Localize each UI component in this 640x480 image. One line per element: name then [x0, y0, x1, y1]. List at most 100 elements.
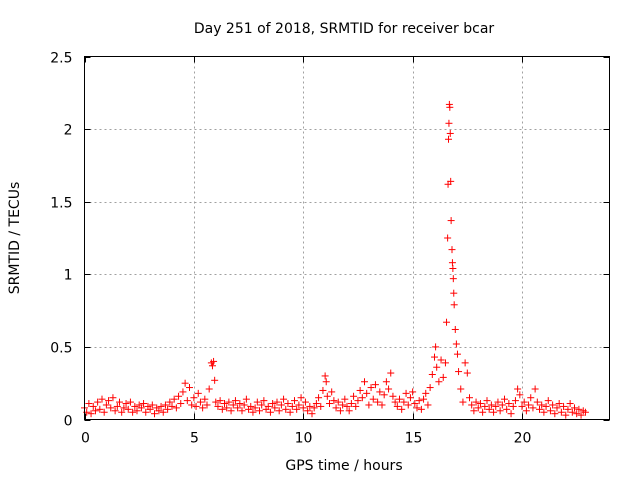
data-point	[505, 400, 513, 408]
data-point	[498, 401, 506, 409]
data-point	[369, 395, 377, 403]
y-tick-label: 0.5	[50, 341, 72, 357]
data-point	[356, 386, 364, 394]
data-point	[208, 362, 216, 370]
data-point	[445, 119, 453, 127]
data-point	[203, 401, 211, 409]
data-point	[389, 392, 397, 400]
data-point	[450, 289, 458, 297]
data-point	[446, 103, 454, 111]
data-point	[466, 394, 473, 402]
data-point	[411, 400, 419, 408]
data-point	[89, 402, 97, 410]
data-point	[291, 397, 298, 405]
data-point	[457, 385, 465, 393]
data-point	[476, 400, 484, 408]
plot-frame	[84, 56, 610, 420]
data-point	[494, 398, 502, 406]
data-point	[264, 402, 272, 410]
data-point	[256, 407, 263, 415]
data-point	[542, 402, 550, 410]
data-point	[91, 407, 99, 415]
data-point	[413, 404, 421, 412]
data-point	[310, 404, 318, 412]
data-point	[269, 400, 277, 408]
data-point	[175, 392, 183, 400]
data-point	[214, 402, 222, 410]
data-point	[260, 397, 268, 405]
data-point	[540, 408, 548, 416]
data-point	[323, 392, 331, 400]
data-point	[382, 378, 390, 386]
data-point	[240, 401, 248, 409]
data-point	[293, 405, 301, 413]
data-point	[463, 369, 471, 377]
data-point	[330, 397, 338, 405]
data-point	[445, 135, 452, 143]
data-point	[116, 398, 123, 406]
data-point	[321, 372, 329, 380]
data-point	[448, 246, 456, 254]
data-point	[288, 402, 296, 410]
data-point	[205, 385, 213, 393]
data-point	[249, 408, 257, 416]
data-point	[280, 395, 288, 403]
data-point	[435, 378, 443, 386]
data-point	[365, 401, 373, 409]
data-point	[520, 398, 528, 406]
data-point	[98, 395, 106, 403]
data-point	[238, 407, 246, 415]
data-point	[113, 402, 121, 410]
data-point	[177, 400, 185, 408]
data-point	[525, 401, 533, 409]
data-point	[538, 401, 546, 409]
data-point	[402, 389, 410, 397]
data-point	[170, 395, 178, 403]
data-point	[455, 368, 463, 376]
data-point	[487, 401, 495, 409]
data-point	[148, 401, 156, 409]
data-point	[221, 400, 228, 408]
y-tick-label: 0	[64, 414, 73, 430]
data-point	[449, 264, 457, 272]
data-point	[553, 404, 561, 412]
data-point	[479, 408, 487, 416]
data-point	[516, 391, 524, 399]
data-point	[227, 407, 235, 415]
data-point	[211, 376, 219, 384]
data-point	[492, 402, 500, 410]
data-point	[284, 400, 292, 408]
data-point	[87, 410, 95, 418]
data-point	[242, 395, 250, 403]
data-point	[168, 402, 176, 410]
data-point	[501, 395, 508, 403]
data-point	[514, 385, 522, 393]
data-point	[96, 405, 104, 413]
data-point	[124, 405, 132, 413]
data-point	[231, 397, 239, 405]
data-point	[107, 404, 115, 412]
x-tick-label: 10	[295, 431, 313, 447]
data-point	[339, 401, 347, 409]
data-point	[336, 407, 344, 415]
data-point	[555, 400, 563, 408]
x-tick-label: 15	[405, 431, 423, 447]
data-point	[549, 401, 557, 409]
data-point	[161, 401, 169, 409]
data-point	[157, 402, 165, 410]
data-point	[393, 402, 401, 410]
data-point	[529, 404, 537, 412]
data-point	[137, 404, 145, 412]
data-point	[322, 378, 330, 386]
x-tick-label: 5	[190, 431, 199, 447]
data-point	[509, 402, 517, 410]
data-point	[568, 408, 576, 416]
data-point	[247, 402, 255, 410]
data-point	[432, 343, 440, 351]
data-point	[453, 350, 461, 358]
data-point	[531, 385, 539, 393]
data-point	[422, 389, 430, 397]
data-point	[186, 384, 193, 392]
data-point	[253, 398, 261, 406]
